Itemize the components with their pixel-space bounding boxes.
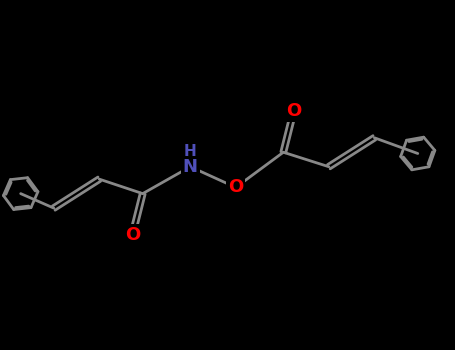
Text: O: O xyxy=(228,178,243,196)
Text: N: N xyxy=(183,158,198,176)
Text: H: H xyxy=(184,144,197,159)
Text: O: O xyxy=(125,226,140,244)
Text: O: O xyxy=(286,102,301,120)
